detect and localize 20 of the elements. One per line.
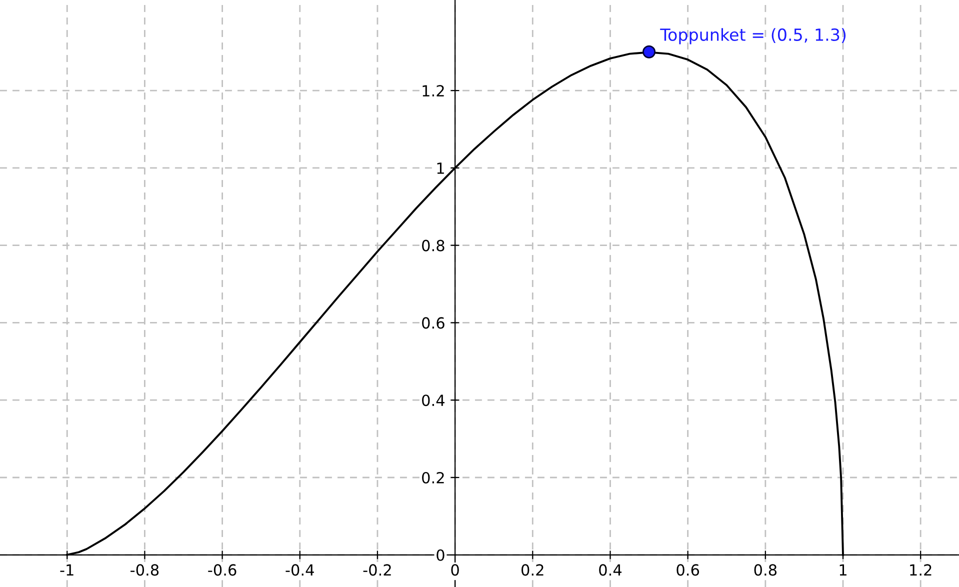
x-tick-label: 0.4	[599, 564, 622, 576]
x-tick-label: 1.2	[910, 564, 932, 576]
annotation: Toppunket = (0.5, 1.3)	[660, 28, 846, 44]
x-tick-label: -0.6	[208, 564, 236, 576]
x-tick-label: 0	[451, 564, 459, 576]
y-tick-label: 0.8	[422, 240, 444, 252]
x-tick-label: -0.4	[286, 564, 314, 576]
y-tick-label: 0	[436, 549, 444, 561]
x-tick-label: -0.8	[130, 564, 159, 576]
x-tick-label: 0.8	[754, 564, 777, 576]
y-tick-label: 0.6	[422, 317, 444, 329]
y-tick-label: 0.2	[422, 472, 444, 484]
y-tick-label: 1.2	[422, 85, 444, 96]
x-tick-label: -1	[60, 564, 74, 576]
x-tick-label: 0.2	[522, 564, 544, 576]
x-tick-label: -0.2	[363, 564, 391, 576]
y-tick-label: 0.4	[422, 394, 444, 406]
x-tick-label: 0.6	[676, 564, 700, 576]
y-tick-label: 1	[437, 162, 444, 174]
x-tick-label: 1	[840, 564, 846, 576]
